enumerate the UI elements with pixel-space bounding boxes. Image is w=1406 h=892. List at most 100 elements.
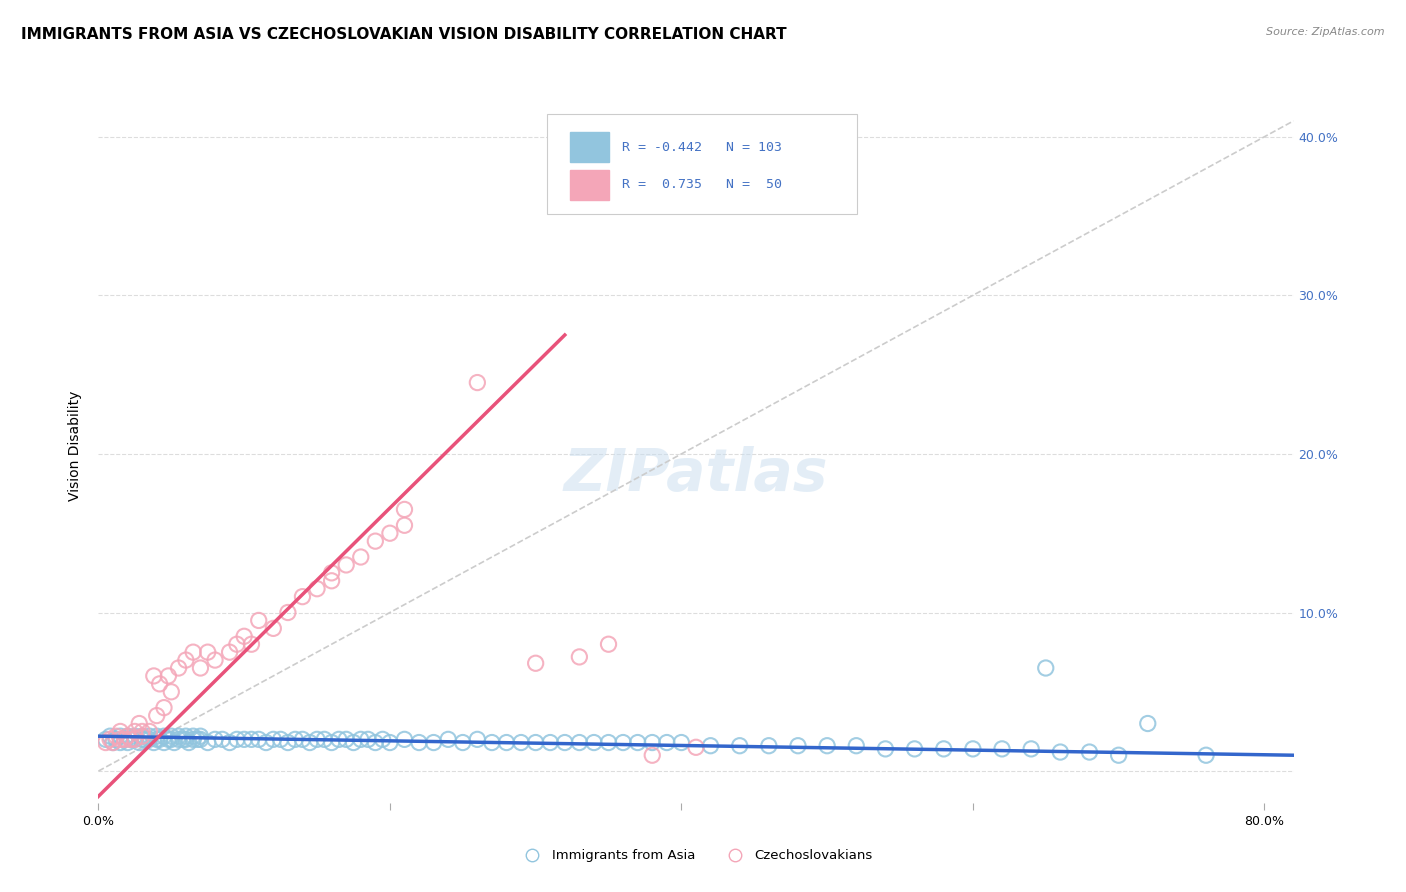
- Point: [218, 735, 240, 749]
- Point: [598, 637, 620, 651]
- Point: [101, 735, 124, 749]
- Point: [598, 735, 620, 749]
- Text: ZIPatlas: ZIPatlas: [564, 446, 828, 503]
- Point: [104, 729, 127, 743]
- Point: [314, 732, 336, 747]
- Point: [128, 735, 150, 749]
- Point: [335, 558, 357, 572]
- Point: [627, 735, 650, 749]
- Legend: Immigrants from Asia, Czechoslovakians: Immigrants from Asia, Czechoslovakians: [513, 844, 879, 868]
- Point: [101, 735, 124, 749]
- Point: [138, 729, 160, 743]
- Point: [378, 735, 401, 749]
- Point: [233, 629, 256, 643]
- Point: [128, 716, 150, 731]
- Point: [394, 502, 416, 516]
- Point: [145, 729, 167, 743]
- Text: R =  0.735   N =  50: R = 0.735 N = 50: [621, 178, 782, 191]
- Point: [240, 637, 263, 651]
- Point: [94, 735, 117, 749]
- Point: [510, 735, 533, 749]
- Point: [481, 735, 503, 749]
- Point: [172, 732, 194, 747]
- Point: [321, 574, 343, 588]
- Point: [145, 732, 167, 747]
- Point: [1035, 661, 1057, 675]
- Point: [284, 732, 307, 747]
- Point: [225, 637, 247, 651]
- Point: [328, 732, 350, 747]
- Point: [190, 732, 212, 747]
- Point: [204, 653, 226, 667]
- Point: [142, 735, 165, 749]
- Point: [422, 735, 444, 749]
- FancyBboxPatch shape: [547, 114, 858, 214]
- Point: [787, 739, 810, 753]
- Point: [875, 742, 897, 756]
- Point: [394, 732, 416, 747]
- Point: [167, 732, 190, 747]
- Point: [254, 735, 277, 749]
- Point: [160, 732, 183, 747]
- Point: [134, 732, 156, 747]
- Point: [467, 732, 489, 747]
- Point: [167, 661, 190, 675]
- Point: [153, 735, 176, 749]
- Point: [342, 735, 364, 749]
- Point: [247, 732, 270, 747]
- Point: [350, 549, 373, 564]
- Point: [124, 729, 146, 743]
- Point: [291, 732, 314, 747]
- Point: [554, 735, 576, 749]
- Point: [1108, 748, 1130, 763]
- Point: [114, 732, 136, 747]
- Point: [655, 735, 678, 749]
- Point: [467, 376, 489, 390]
- Point: [149, 732, 172, 747]
- Point: [131, 729, 153, 743]
- Point: [174, 729, 197, 743]
- Point: [568, 649, 591, 664]
- Point: [582, 735, 605, 749]
- Point: [815, 739, 838, 753]
- Point: [181, 732, 204, 747]
- Y-axis label: Vision Disability: Vision Disability: [69, 391, 83, 501]
- Point: [437, 732, 460, 747]
- Point: [181, 645, 204, 659]
- Point: [524, 657, 547, 671]
- Point: [138, 724, 160, 739]
- Point: [110, 729, 132, 743]
- Point: [98, 729, 121, 743]
- Point: [728, 739, 751, 753]
- Point: [451, 735, 474, 749]
- Point: [845, 739, 868, 753]
- Point: [305, 582, 328, 596]
- Point: [110, 735, 132, 749]
- Point: [699, 739, 721, 753]
- Point: [371, 732, 394, 747]
- Point: [335, 732, 357, 747]
- Point: [167, 729, 190, 743]
- Point: [218, 645, 240, 659]
- Point: [160, 685, 183, 699]
- Point: [903, 742, 925, 756]
- Point: [117, 729, 139, 743]
- Point: [131, 729, 153, 743]
- Point: [408, 735, 430, 749]
- Point: [991, 742, 1014, 756]
- Point: [190, 729, 212, 743]
- Point: [120, 732, 142, 747]
- Point: [197, 735, 219, 749]
- Text: R = -0.442   N = 103: R = -0.442 N = 103: [621, 141, 782, 153]
- Point: [277, 735, 299, 749]
- Point: [110, 724, 132, 739]
- Point: [120, 732, 142, 747]
- Point: [174, 732, 197, 747]
- Point: [117, 735, 139, 749]
- Point: [157, 669, 180, 683]
- Text: Source: ZipAtlas.com: Source: ZipAtlas.com: [1267, 27, 1385, 37]
- Point: [758, 739, 780, 753]
- Point: [153, 729, 176, 743]
- Point: [98, 732, 121, 747]
- Point: [962, 742, 984, 756]
